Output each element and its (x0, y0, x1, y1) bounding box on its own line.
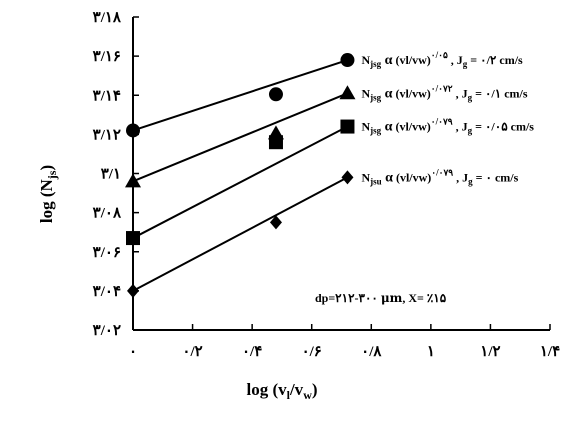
annotation-square: Njsg α (vl/vw)٠/٠۷۹ , Jg = ٠/٠۵ cm/s (361, 117, 534, 136)
square-marker (126, 231, 140, 246)
x-tick-label: ٠/۴ (242, 344, 262, 360)
circle-marker (268, 87, 283, 102)
fit-line-triangle (132, 92, 348, 183)
x-tick-label: ۱/۴ (540, 344, 560, 360)
axes: ۳/٠۲ ۳/٠۴ ۳/٠۶ ۳/٠۸ ۳/۱ ۳/۱۲ ۳/۱۴ ۳/۱۶ ۳/۱۸ ٠ ٠/۲ ٠… (93, 10, 561, 360)
x-axis-title: log (vl/vw) (246, 380, 317, 402)
triangle-marker (125, 173, 141, 188)
annotation-circle: Njsg α (vl/vw)٠/٠۵ , Jg = ٠/۲ cm/s (361, 50, 523, 69)
fit-line-diamond (132, 176, 348, 292)
y-tick-label: ۳/٠۶ (93, 245, 121, 261)
y-tick-label: ۳/۱ (101, 167, 121, 183)
y-tick-label: ۳/۱۲ (93, 127, 121, 143)
square-marker (340, 119, 355, 134)
square-marker (268, 135, 283, 150)
particle-size-note: dp=۲۱۲-۳٠٠ μm, X= ٪۱۵ (315, 291, 447, 305)
y-tick-label: ۳/۱۸ (93, 10, 122, 26)
series-annotations: Njsg α (vl/vw)٠/٠۵ , Jg = ٠/۲ cm/s Njsg α… (361, 50, 534, 186)
y-tick-label: ۳/٠۸ (93, 206, 122, 222)
x-tick-label: ٠/۲ (182, 344, 202, 360)
y-axis-title: log (Njs) (37, 165, 59, 223)
circle-marker (340, 53, 355, 68)
circle-marker (126, 123, 140, 138)
y-tick-label: ۳/۱۴ (93, 88, 121, 104)
y-tick-label: ۳/٠۲ (93, 323, 121, 339)
diamond-marker (127, 283, 139, 298)
x-tick-label: ٠ (129, 344, 137, 360)
diamond-marker (269, 215, 282, 230)
x-tick-label: ۱ (427, 344, 435, 360)
triangle-marker (339, 85, 356, 100)
x-tick-label: ۱/۲ (480, 344, 500, 360)
diamond-marker (341, 170, 354, 185)
fit-lines (132, 59, 348, 292)
y-tick-label: ۳/٠۴ (93, 284, 121, 300)
fit-line-square (132, 125, 348, 239)
fit-line-circle (132, 59, 348, 132)
y-tick-label: ۳/۱۶ (93, 49, 121, 65)
x-tick-label: ٠/۸ (361, 344, 382, 360)
x-tick-label: ٠/۶ (302, 344, 322, 360)
annotation-triangle: Njsg α (vl/vw)٠/٠۷۲ , Jg = ٠/۱ cm/s (361, 83, 527, 102)
data-markers (125, 53, 356, 298)
annotation-diamond: Njsu α (vl/vw)٠/٠۷۹ , Jg = ٠ cm/s (361, 167, 518, 186)
